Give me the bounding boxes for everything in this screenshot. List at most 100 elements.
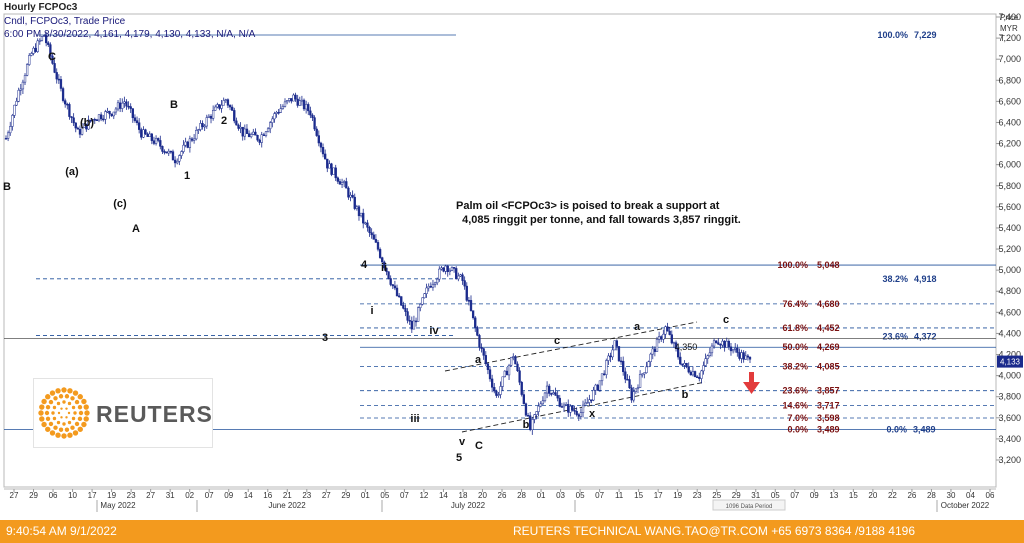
candle-body [197, 129, 200, 131]
candle-body [32, 47, 35, 54]
candle-body [135, 120, 139, 123]
candle-body [569, 405, 572, 413]
candle-body [250, 134, 253, 138]
fib-value-label: 3,489 [817, 425, 840, 435]
x-tick-label: 06 [986, 491, 995, 500]
candle-body [431, 283, 435, 288]
candle-body [294, 94, 297, 100]
candle-body [231, 106, 234, 111]
candle-body [524, 403, 528, 416]
y-axis-title: Price [1000, 13, 1019, 22]
candle-body [474, 317, 477, 328]
x-tick-label: 15 [634, 491, 643, 500]
candle-body [381, 257, 384, 263]
candle-body [199, 123, 202, 130]
candle-body [61, 88, 65, 101]
candle-body [116, 102, 120, 110]
candle-body [734, 347, 737, 350]
fib-long-pct-label: 100.0% [877, 30, 908, 40]
candle-body [203, 125, 206, 128]
footer-credit: REUTERS TECHNICAL WANG.TAO@TR.COM +65 69… [513, 524, 915, 538]
candle-body [127, 105, 130, 108]
x-tick-label: 19 [107, 491, 116, 500]
candle-body [516, 363, 519, 371]
logo-dot [45, 416, 51, 422]
candle-body [634, 388, 638, 392]
logo-dot [56, 420, 61, 425]
candle-body [704, 358, 707, 366]
candle-body [497, 394, 500, 396]
level-4350-label: 4,350 [675, 342, 698, 352]
last-price-label: 4,133 [1000, 358, 1021, 367]
candle-body [731, 349, 735, 352]
y-tick-label: 7,000 [998, 54, 1021, 64]
candle-body [357, 206, 361, 217]
logo-dot [39, 416, 45, 422]
candle-body [488, 369, 492, 380]
candle-body [13, 104, 16, 116]
logo-dot [65, 416, 68, 419]
candle-body [723, 340, 726, 348]
candle-body [256, 135, 259, 141]
candle-body [391, 284, 394, 287]
logo-dot [58, 394, 64, 399]
fib-value-label: 4,269 [817, 342, 840, 352]
wave-label: C [48, 51, 56, 63]
chart-title: Hourly FCPOc3 [4, 2, 78, 13]
candle-body [68, 104, 71, 117]
candle-body [645, 366, 648, 374]
candle-body [414, 320, 418, 323]
x-month-label: July 2022 [451, 501, 486, 510]
candle-body [590, 399, 593, 401]
candle-body [594, 384, 597, 391]
candle-body [607, 355, 610, 361]
candle-body [668, 330, 671, 335]
candle-body [596, 384, 599, 391]
candle-body [613, 340, 616, 351]
y-tick-label: 4,000 [998, 371, 1021, 381]
candle-body [150, 133, 153, 141]
logo-dot [70, 396, 75, 401]
candle-body [522, 394, 525, 404]
candle-body [393, 285, 397, 289]
candle-body [676, 348, 680, 358]
x-tick-label: 29 [341, 491, 350, 500]
candle-body [283, 101, 287, 107]
fib-pct-label: 7.0% [787, 413, 808, 423]
fib-long-pct-label: 0.0% [886, 425, 907, 435]
fib-value-label: 4,452 [817, 323, 840, 333]
logo-dot [67, 401, 72, 406]
x-tick-label: 27 [146, 491, 155, 500]
logo-dot [41, 421, 47, 428]
wave-label: (c) [113, 198, 127, 210]
logo-dot [83, 404, 89, 410]
candle-body [53, 63, 56, 73]
candle-body [444, 265, 447, 272]
candle-body [603, 373, 606, 376]
candle-body [744, 355, 747, 360]
candle-body [70, 116, 73, 119]
candle-body [9, 126, 12, 134]
data-period-box [712, 499, 786, 511]
candle-body [427, 285, 430, 289]
candle-body [609, 355, 612, 358]
down-arrow-icon [743, 372, 760, 394]
data-period-label: 1096 Data Period [726, 504, 773, 510]
x-tick-label: 26 [907, 491, 916, 500]
logo-dot [64, 394, 70, 399]
logo-dot [62, 400, 66, 404]
candle-body [370, 232, 373, 236]
candle-body [19, 88, 22, 91]
candle-body [446, 265, 449, 272]
candle-body [95, 119, 99, 122]
wave-label: 2 [221, 115, 227, 127]
candle-body [510, 357, 513, 366]
candle-body [163, 151, 166, 153]
candle-body [332, 167, 335, 175]
candle-body [505, 370, 509, 376]
candle-body [581, 404, 585, 413]
candle-body [330, 163, 333, 175]
candle-body [121, 102, 124, 109]
y-tick-label: 6,800 [998, 75, 1021, 85]
candle-body [89, 119, 92, 122]
